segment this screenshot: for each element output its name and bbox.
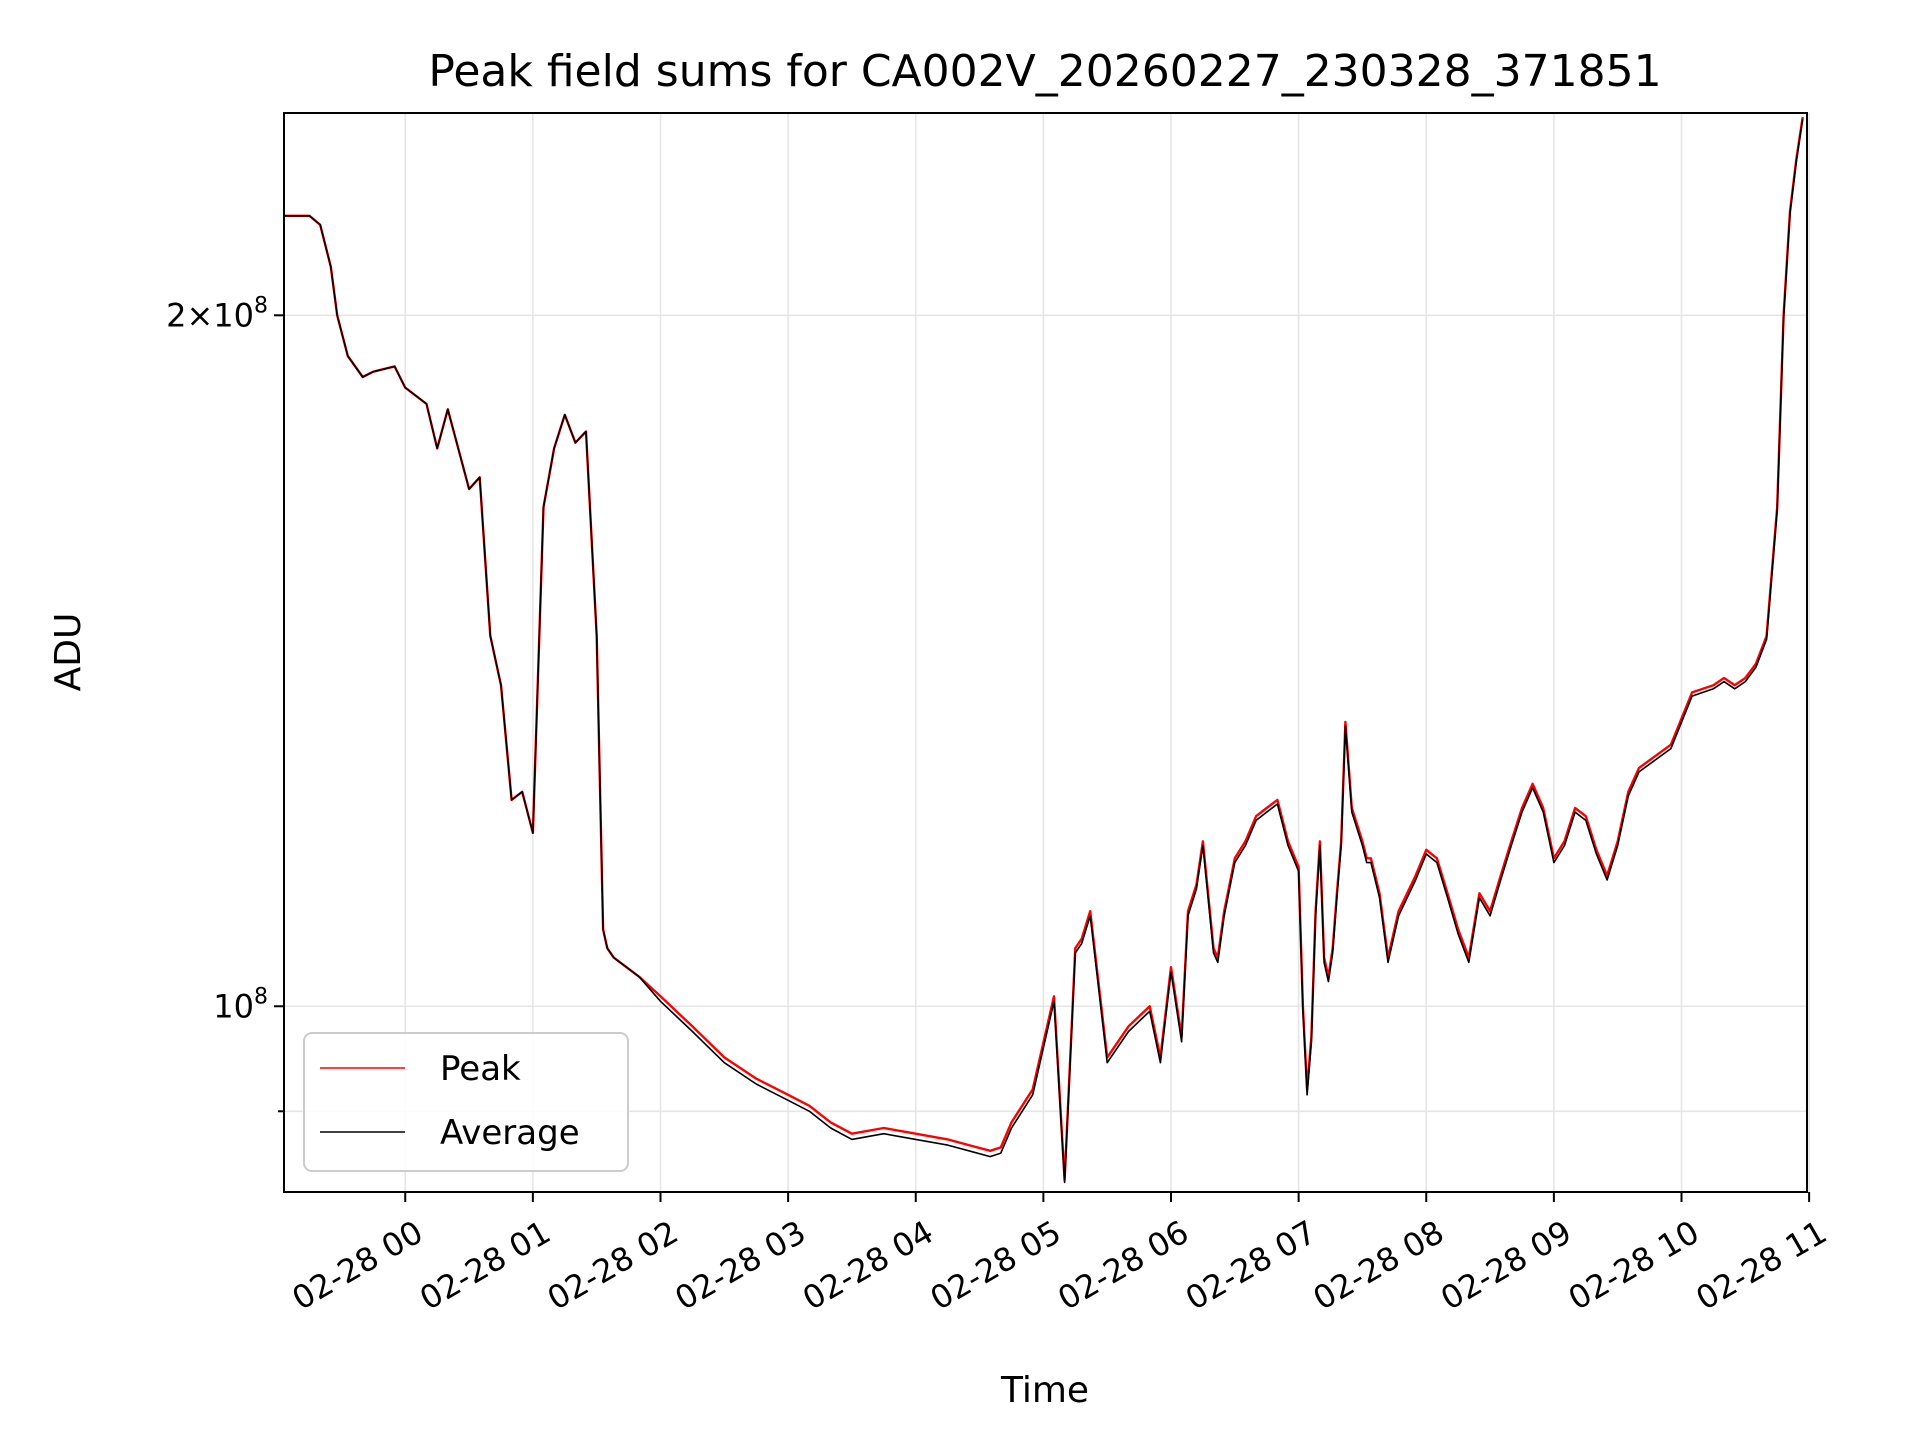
grid	[284, 113, 1810, 1192]
series-line-average	[284, 118, 1804, 1184]
y-tick-label: 108	[213, 984, 268, 1025]
plot-frame	[283, 112, 1808, 1193]
legend-label-average: Average	[440, 1113, 580, 1153]
legend-label-peak: Peak	[440, 1049, 521, 1089]
chart-title: Peak field sums for CA002V_20260227_2303…	[428, 46, 1661, 97]
x-axis-label: Time	[1000, 1370, 1089, 1411]
legend: Peak Average	[303, 1032, 629, 1172]
y-tick-label: 2×108	[166, 293, 268, 334]
plot-area	[284, 116, 1804, 1184]
y-axis-label: ADU	[48, 613, 89, 692]
